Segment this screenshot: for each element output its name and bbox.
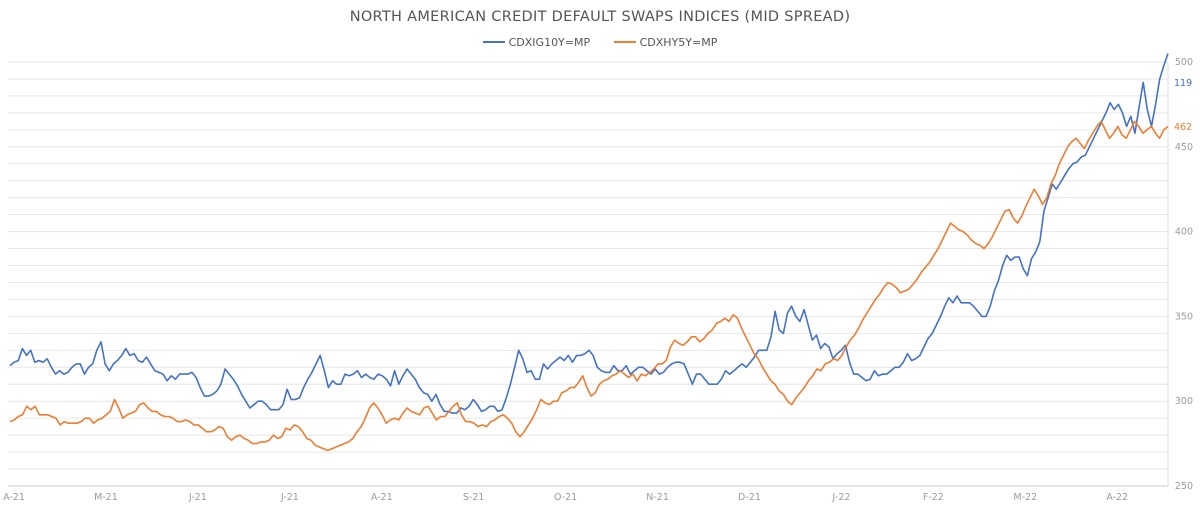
legend-item-ig[interactable]: CDXIG10Y=MP: [482, 36, 591, 49]
x-axis: A-21 M-21 J-21 J-21 A-21 S-21 O-21 N-21 D-21 J-22…: [3, 492, 1128, 503]
x-tick-label: S-21: [463, 492, 485, 503]
end-value-label-ig: 119: [1174, 78, 1192, 89]
series-line-hy: [9, 120, 1169, 452]
x-tick-label: F-22: [923, 492, 944, 503]
legend-swatch-ig: [482, 41, 505, 43]
x-tick-label: N-21: [646, 492, 669, 503]
y-tick-label: 400: [1175, 227, 1193, 238]
end-labels: 119 462: [1174, 78, 1192, 133]
x-tick-label: O-21: [554, 492, 577, 503]
legend-swatch-hy: [613, 41, 636, 43]
series-line-ig: [9, 53, 1169, 414]
y-tick-label: 250: [1175, 481, 1193, 492]
x-tick-label: J-22: [831, 492, 850, 503]
x-tick-label: A-21: [371, 492, 393, 503]
x-tick-label: A-21: [3, 492, 25, 503]
y-tick-label: 500: [1175, 57, 1193, 68]
series-layer: [9, 53, 1169, 452]
grid: [8, 61, 1169, 487]
x-tick-label: M-21: [94, 492, 118, 503]
x-tick-label: J-21: [188, 492, 207, 503]
y-tick-label: 300: [1175, 396, 1193, 407]
legend-label-ig: CDXIG10Y=MP: [508, 36, 591, 49]
legend-label-hy: CDXHY5Y=MP: [639, 36, 718, 49]
y-tick-label: 450: [1175, 142, 1193, 153]
chart-title: NORTH AMERICAN CREDIT DEFAULT SWAPS INDI…: [349, 9, 851, 25]
legend: CDXIG10Y=MP CDXHY5Y=MP: [0, 36, 1200, 49]
end-value-label-hy: 462: [1174, 122, 1192, 133]
x-tick-label: A-22: [1106, 492, 1128, 503]
x-tick-label: M-22: [1013, 492, 1037, 503]
y-axis: 250 300 350 400 450 500: [1175, 57, 1193, 492]
x-tick-label: J-21: [280, 492, 299, 503]
legend-item-hy[interactable]: CDXHY5Y=MP: [613, 36, 718, 49]
x-tick-label: D-21: [738, 492, 761, 503]
y-tick-label: 350: [1175, 311, 1193, 322]
